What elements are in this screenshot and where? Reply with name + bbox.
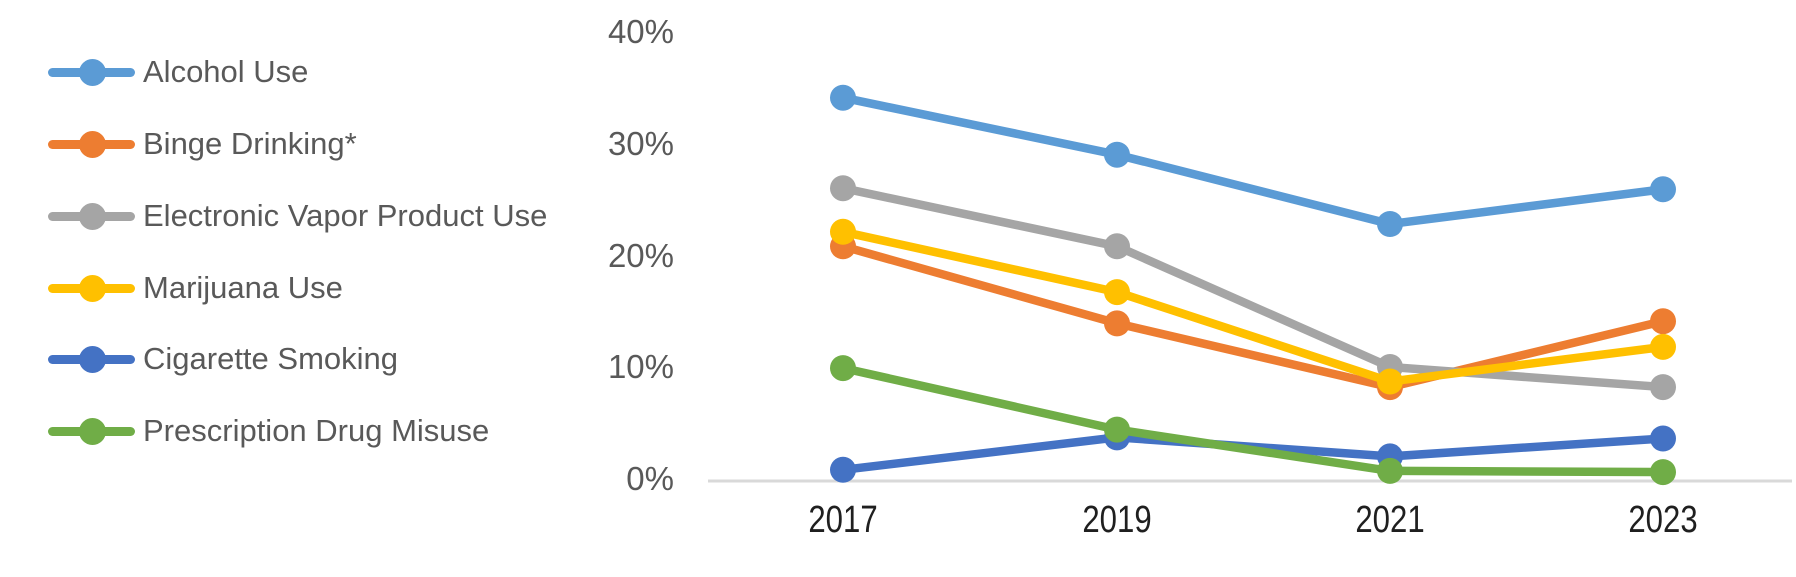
legend-dot-icon [79,274,106,302]
series-line-alcohol-use [838,93,1668,229]
data-point-marker-electronic-vapor-product-use [1650,374,1676,401]
data-point-marker-alcohol-use [1377,211,1403,237]
y-axis-tick-label: 40% [607,13,674,50]
data-point-marker-electronic-vapor-product-use [830,175,856,202]
x-axis-tick-label: 2023 [1628,499,1698,541]
legend-item-binge-drinking: Binge Drinking* [0,122,560,166]
legend-item-alcohol-use: Alcohol Use [0,50,560,94]
data-point-marker-electronic-vapor-product-use [1104,233,1130,260]
legend-item-prescription-drug-misuse: Prescription Drug Misuse [0,409,560,453]
data-point-marker-alcohol-use [1650,176,1676,203]
y-axis-tick-label: 30% [607,124,674,162]
legend-item-label: Electronic Vapor Product Use [143,198,548,233]
data-point-marker-marijuana-use [830,218,856,245]
data-point-marker-cigarette-smoking [830,456,856,483]
legend-item-label: Marijuana Use [143,270,343,305]
legend-dot-icon [79,345,106,373]
x-axis-tick-label: 2021 [1355,499,1425,541]
y-axis-tick-label: 20% [607,236,674,274]
data-point-marker-marijuana-use [1650,333,1676,360]
legend-item-label: Alcohol Use [143,54,309,89]
y-axis-tick-label: 10% [607,348,674,386]
data-point-marker-prescription-drug-misuse [1650,459,1676,486]
legend-item-electronic-vapor-product-use: Electronic Vapor Product Use [0,194,560,238]
legend-dot-icon [79,58,106,86]
legend-item-cigarette-smoking: Cigarette Smoking [0,337,560,381]
data-point-marker-alcohol-use [830,84,856,111]
x-axis-tick-label: 2017 [808,499,878,541]
data-point-marker-prescription-drug-misuse [1377,457,1403,484]
x-axis-tick-label: 2019 [1082,499,1152,541]
series-line-electronic-vapor-product-use [838,183,1668,392]
data-point-marker-alcohol-use [1104,141,1130,168]
data-point-marker-prescription-drug-misuse [1104,416,1130,443]
legend-dot-icon [79,130,106,158]
legend-dot-icon [79,417,106,445]
data-point-marker-binge-drinking [1104,310,1130,337]
legend-dot-icon [79,202,106,230]
legend-item-label: Prescription Drug Misuse [143,413,490,448]
data-point-marker-marijuana-use [1377,368,1403,395]
data-point-marker-marijuana-use [1104,279,1130,306]
data-point-marker-binge-drinking [1650,308,1676,335]
legend-item-label: Binge Drinking* [143,126,357,161]
y-axis-tick-label: 0% [626,460,674,497]
data-point-marker-cigarette-smoking [1650,425,1676,452]
series-line-marijuana-use [838,227,1668,386]
series-line-binge-drinking [838,242,1668,392]
data-point-marker-prescription-drug-misuse [830,355,856,382]
series-line-prescription-drug-misuse [838,363,1668,477]
legend-item-label: Cigarette Smoking [143,341,399,376]
legend-item-marijuana-use: Marijuana Use [0,266,560,310]
